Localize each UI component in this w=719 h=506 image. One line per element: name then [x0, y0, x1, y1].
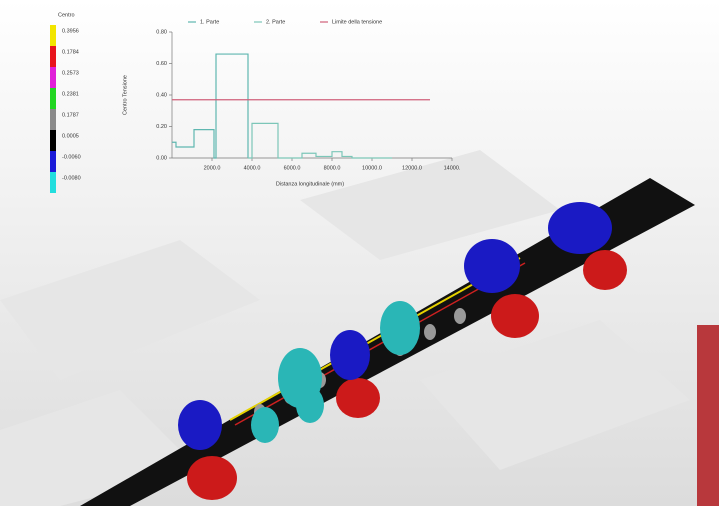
colorbar-segment — [50, 67, 56, 88]
colorbar-label: 0.3956 — [62, 28, 79, 34]
x-tick-label: 10000.0 — [362, 165, 382, 171]
colorbar-label: 0.2573 — [62, 70, 79, 76]
colorbar-label: -0.0080 — [62, 175, 81, 181]
side-panel — [697, 325, 719, 506]
x-tick-label: 14000. — [444, 165, 461, 171]
legend-label: Limite della tensione — [332, 19, 382, 25]
colorbar-segment — [50, 46, 56, 67]
y-tick-label: 0.80 — [156, 29, 167, 35]
colorbar-segment — [50, 172, 56, 193]
colorbar-title: Centro — [58, 12, 75, 18]
colorbar-segment — [50, 130, 56, 151]
y-tick-label: 0.00 — [156, 155, 167, 161]
colorbar-segment — [50, 109, 56, 130]
x-tick-label: 2000.0 — [204, 165, 221, 171]
legend-label: 1. Parte — [200, 19, 219, 25]
y-tick-label: 0.40 — [156, 92, 167, 98]
legend-label: 2. Parte — [266, 19, 285, 25]
colorbar-label: 0.0005 — [62, 133, 79, 139]
colorbar-segment — [50, 151, 56, 172]
colorbar-label: 0.1787 — [62, 112, 79, 118]
y-axis-label: Centro Tensione — [122, 75, 128, 115]
x-tick-label: 6000.0 — [284, 165, 301, 171]
x-tick-label: 12000.0 — [402, 165, 422, 171]
x-tick-label: 4000.0 — [244, 165, 261, 171]
colorbar-segment — [50, 25, 56, 46]
colorbar-label: 0.2381 — [62, 91, 79, 97]
y-tick-label: 0.60 — [156, 61, 167, 67]
colorbar-segment — [50, 88, 56, 109]
colorbar-label: -0.0060 — [62, 154, 81, 160]
screenshot: Centro 0.3956 0.1784 0.2573 0.2381 0.1787 0.0… — [0, 0, 719, 506]
y-tick-label: 0.20 — [156, 124, 167, 130]
x-axis-label: Distanza longitudinale (mm) — [276, 181, 344, 187]
colorbar-label: 0.1784 — [62, 49, 79, 55]
x-tick-label: 8000.0 — [324, 165, 341, 171]
